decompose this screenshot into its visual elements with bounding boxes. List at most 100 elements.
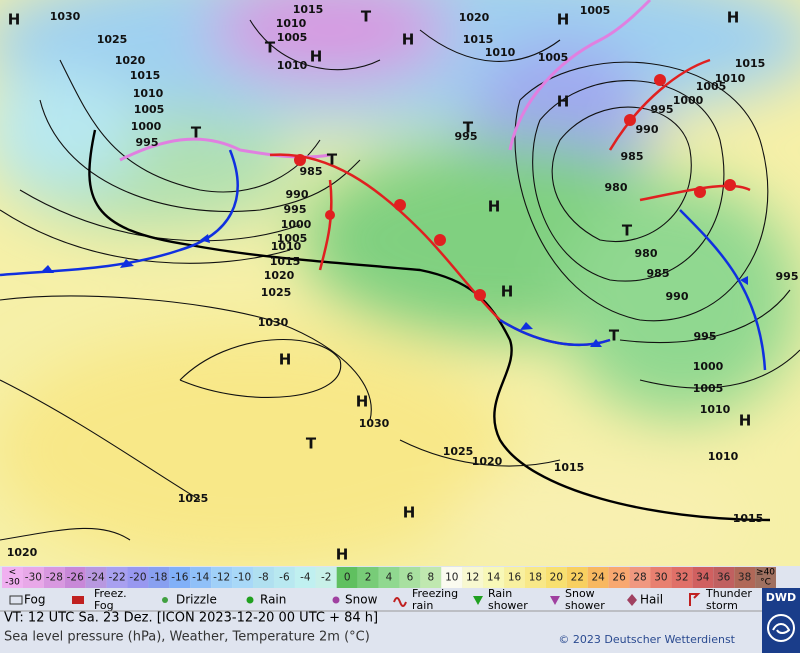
scale-cell (692, 567, 714, 588)
scale-label: -30 (25, 572, 42, 584)
scale-label: 14 (487, 572, 501, 584)
legend-symbol (72, 596, 84, 604)
pressure-center: T (609, 327, 620, 345)
scale-label: 28 (633, 572, 646, 584)
legend-icon (473, 596, 483, 605)
isobar-label: 990 (666, 290, 689, 303)
scale-cell (169, 567, 191, 588)
scale-cell (22, 567, 44, 588)
legend-icon (689, 593, 701, 606)
scale-label: -26 (67, 572, 84, 584)
isobar-label: 985 (621, 150, 644, 163)
scale-cell (587, 567, 609, 588)
pressure-center: H (279, 351, 292, 369)
legend-symbol (473, 596, 483, 605)
legend-icon (9, 595, 23, 605)
scale-cell (545, 567, 567, 588)
scale-cell (211, 567, 233, 588)
legend-label: Thunder storm (705, 587, 752, 612)
scale-label: -14 (192, 572, 209, 584)
pressure-center: H (739, 412, 752, 430)
isobar-label: 1015 (130, 69, 161, 82)
isobar-label: 980 (605, 181, 628, 194)
isobar-label: 1015 (463, 33, 494, 46)
pressure-center: H (356, 393, 369, 411)
scale-cell (273, 567, 295, 588)
legend-icon (332, 596, 340, 604)
scale-label: 4 (386, 572, 393, 584)
scale-cell (650, 567, 672, 588)
isobar-label: 1025 (261, 286, 292, 299)
pressure-center: H (403, 504, 416, 522)
scale-cell (462, 567, 484, 588)
legend-icon (162, 597, 168, 603)
legend-symbol (550, 596, 560, 605)
pressure-center: T (361, 8, 372, 26)
scale-cell (378, 567, 400, 588)
scale-cell (755, 567, 776, 588)
isobar-label: 1010 (700, 403, 731, 416)
description: Sea level pressure (hPa), Weather, Tempe… (4, 630, 370, 645)
dwd-logo (762, 588, 800, 653)
scale-label: 32 (675, 572, 688, 584)
isobar-label: 1005 (277, 31, 308, 44)
legend-label: Snow shower (565, 587, 605, 612)
isobar-label: 1015 (735, 57, 766, 70)
temperature-field (0, 0, 800, 566)
legend-label: Rain (260, 593, 286, 607)
scale-cell (64, 567, 86, 588)
isobar-label: 1005 (693, 382, 724, 395)
scale-cell (441, 567, 463, 588)
scale-label: -24 (88, 572, 105, 584)
scale-low-top: < (9, 568, 17, 578)
isobar-label: 1005 (696, 80, 727, 93)
pressure-center: H (557, 11, 570, 29)
scale-cell (566, 567, 588, 588)
isobar-label: 995 (136, 136, 159, 149)
isobar-label: 1030 (258, 316, 289, 329)
isobar-label: 995 (776, 270, 799, 283)
scale-cell (127, 567, 149, 588)
pressure-center: H (336, 546, 349, 564)
temperature-scale: <-30 -30 -28 -26 -24 -22 -20 -18 -16 -14 -12 -10 -8-… (2, 567, 776, 588)
scale-high-bottom: °C (760, 578, 771, 588)
scale-cell (629, 567, 651, 588)
isobar-label: 995 (455, 130, 478, 143)
scale-label: 16 (508, 572, 522, 584)
scale-cell (232, 567, 254, 588)
pressure-center: T (306, 435, 317, 453)
scale-low-bottom: -30 (5, 578, 20, 588)
scale-cell (253, 567, 274, 588)
pressure-center: H (501, 283, 514, 301)
isobar-label: 1000 (131, 120, 162, 133)
scale-label: -28 (46, 572, 63, 584)
isobar-label: 1005 (134, 103, 165, 116)
isobar-label: 1015 (293, 3, 324, 16)
isobar-label: 1015 (270, 255, 301, 268)
legend-label: Fog (24, 593, 45, 607)
scale-cell (483, 567, 505, 588)
isobar-label: 1030 (50, 10, 81, 23)
isobar-label: 1030 (359, 417, 390, 430)
isobars (0, 19, 800, 541)
isobar-label: 995 (694, 330, 717, 343)
scale-cell (734, 567, 756, 588)
scale-high-top: ≥40 (756, 568, 775, 578)
legend-icon (246, 596, 254, 604)
isobar-label: 1010 (276, 17, 307, 30)
pressure-center: H (557, 93, 570, 111)
scale-label: -8 (258, 572, 268, 584)
scale-cell (106, 567, 128, 588)
isobar-label: 995 (651, 103, 674, 116)
scale-label: -20 (129, 572, 146, 584)
scale-label: -16 (171, 572, 188, 584)
isobar-label: 1005 (580, 4, 611, 17)
legend-label: Freezing rain (412, 587, 458, 612)
legend-label: Snow (345, 593, 378, 607)
isobar-label: 1020 (7, 546, 38, 559)
pressure-center: H (8, 11, 21, 29)
scale-label: 22 (571, 572, 584, 584)
scale-label: 38 (738, 572, 751, 584)
